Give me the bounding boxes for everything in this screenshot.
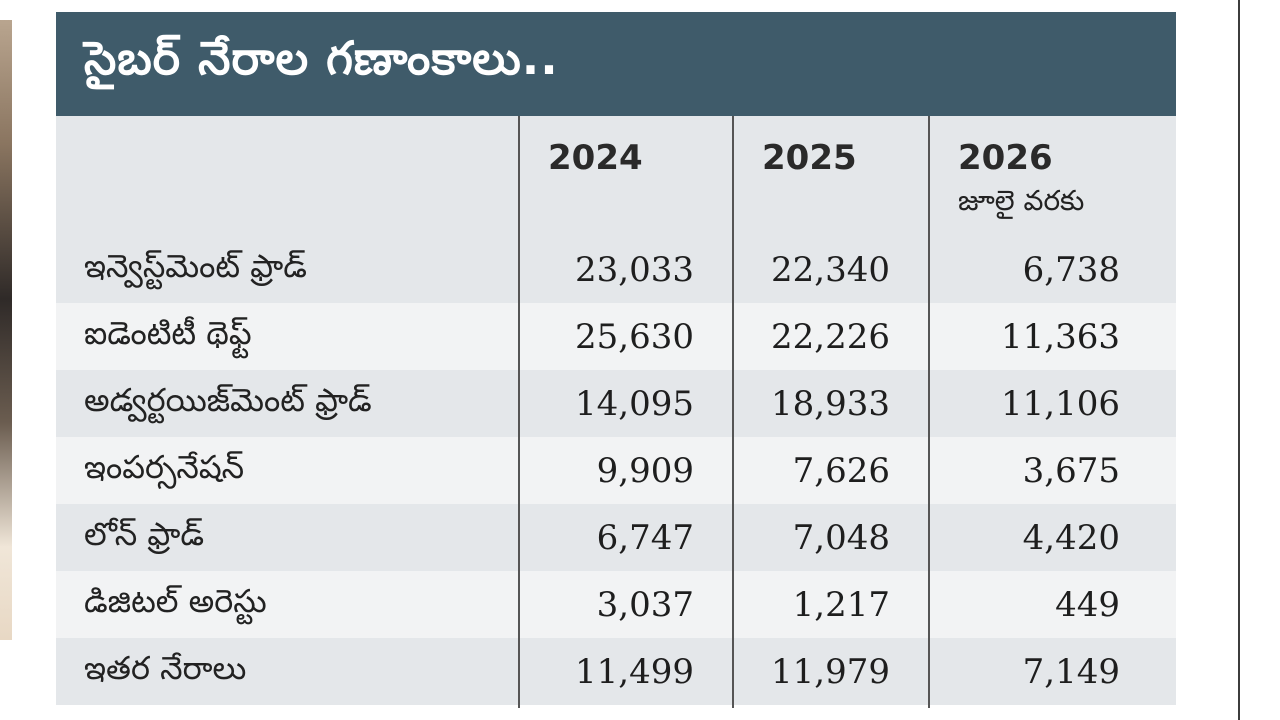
table-row: ఇంపర్సనేషన్ 9,909 7,626 3,675 [56,437,1176,504]
adjacent-photo-edge [0,20,12,640]
table-grid: 2024 2025 2026 జూలై వరకు ఇన్వెస్ట్‌మెంట్… [56,116,1176,708]
table-row: లోన్ ఫ్రాడ్ 6,747 7,048 4,420 [56,504,1176,571]
value-2025: 22,226 [771,316,890,357]
row-label: ఇన్వెస్ట్‌మెంట్ ఫ్రాడ్ [84,246,307,285]
value-2026: 449 [1055,584,1120,625]
table-row: ఐడెంటిటీ థెఫ్ట్ 25,630 22,226 11,363 [56,303,1176,370]
row-label: ఇంపర్సనేషన్ [84,447,245,486]
value-2025: 18,933 [771,383,890,424]
year-label: 2025 [762,138,857,178]
header-row: 2024 2025 2026 జూలై వరకు [56,116,1176,236]
table-row: ఇన్వెస్ట్‌మెంట్ ఫ్రాడ్ 23,033 22,340 6,7… [56,236,1176,303]
value-2025: 11,979 [771,651,890,692]
year-note: జూలై వరకు [958,184,1085,217]
row-label: లోన్ ఫ్రాడ్ [84,514,205,553]
value-2026: 4,420 [1022,517,1120,558]
value-2024: 25,630 [575,316,694,357]
value-2024: 9,909 [596,450,694,491]
value-2026: 11,363 [1001,316,1120,357]
value-2025: 1,217 [792,584,890,625]
header-year-2024: 2024 [518,116,732,236]
value-2024: 6,747 [596,517,694,558]
value-2024: 14,095 [575,383,694,424]
year-label: 2026 [958,138,1053,178]
value-2025: 22,340 [771,249,890,290]
table-title-bar: సైబర్ నేరాల గణాంకాలు.. [56,12,1176,116]
value-2025: 7,626 [792,450,890,491]
row-label: డిజిటల్ అరెస్టు [84,581,267,620]
table-row: ఇతర నేరాలు 11,499 11,979 7,149 [56,638,1176,705]
header-year-2026: 2026 జూలై వరకు [928,116,1176,236]
column-divider [928,116,930,708]
value-2025: 7,048 [792,517,890,558]
value-2026: 3,675 [1022,450,1120,491]
header-year-2025: 2025 [732,116,928,236]
column-divider [518,116,520,708]
column-rule [1238,0,1240,720]
cyber-crime-stats-table: సైబర్ నేరాల గణాంకాలు.. 2024 2025 2026 జూ… [56,12,1176,708]
row-label: ఇతర నేరాలు [84,648,247,687]
column-divider [732,116,734,708]
value-2024: 3,037 [596,584,694,625]
year-label: 2024 [548,138,643,178]
value-2026: 7,149 [1022,651,1120,692]
table-title: సైబర్ నేరాల గణాంకాలు.. [84,31,559,85]
row-label: ఐడెంటిటీ థెఫ్ట్ [84,313,252,352]
table-row: డిజిటల్ అరెస్టు 3,037 1,217 449 [56,571,1176,638]
header-label-cell [56,116,518,236]
value-2026: 11,106 [1001,383,1120,424]
row-label: అడ్వర్టయిజ్‌మెంట్ ఫ్రాడ్ [84,380,372,419]
value-2024: 23,033 [575,249,694,290]
value-2024: 11,499 [575,651,694,692]
value-2026: 6,738 [1022,249,1120,290]
table-row: అడ్వర్టయిజ్‌మెంట్ ఫ్రాడ్ 14,095 18,933 1… [56,370,1176,437]
